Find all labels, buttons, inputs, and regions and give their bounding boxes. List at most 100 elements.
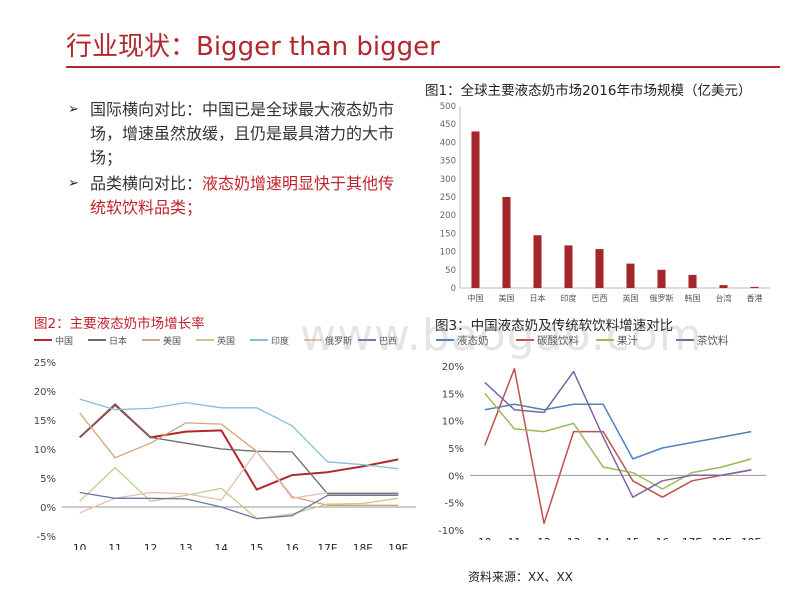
x-tick-label: 15 [626,537,639,540]
legend-label: 茶饮料 [697,334,729,347]
x-tick-label: 韩国 [685,293,701,303]
bar [502,197,511,288]
x-tick-label: 巴西 [592,294,608,303]
y-tick-label: 25% [34,358,56,369]
y-tick-label: 10% [442,417,464,428]
y-tick-label: 300 [440,175,456,185]
figure1-caption: 图1：全球主要液态奶市场2016年市场规模（亿美元） [425,83,752,99]
arrow-bullet-icon: ➢ [68,102,79,117]
x-tick-label: 英国 [623,293,639,303]
bar [750,286,759,288]
y-tick-label: 100 [440,248,456,258]
legend-label: 中国 [55,335,73,347]
bar [471,131,480,288]
series-line [484,392,752,490]
y-tick-label: 250 [440,193,456,203]
x-tick-label: 10 [478,537,491,540]
y-tick-label: 20% [34,387,56,398]
slide-title: 行业现状：Bigger than bigger [66,32,440,62]
x-tick-label: 12 [144,543,157,550]
y-tick-label: 20% [442,362,464,373]
series-line [484,367,752,525]
bullet-list: ➢ 国际横向对比：中国已是全球最大液态奶市场，增速虽然放缓，且仍是最具潜力的大市… [68,98,408,222]
y-tick-label: -5% [445,499,464,510]
category-growth-line-chart: -10% -5% 0% 5% 10% 15% 20% 10 11 12 13 14 15 16 17E 18E… [436,334,766,540]
series-line [79,450,399,514]
bar [564,245,573,288]
x-tick-label: 俄罗斯 [650,293,674,303]
y-tick-label: 150 [440,229,456,239]
bar [533,235,542,288]
bar [719,285,728,288]
series-line [484,370,752,498]
legend-label: 液态奶 [457,334,489,347]
legend-label: 俄罗斯 [325,335,352,347]
bar [595,249,604,288]
x-tick-label: 14 [597,537,611,540]
bullet-item: ➢ 国际横向对比：中国已是全球最大液态奶市场，增速虽然放缓，且仍是最具潜力的大市… [68,98,408,170]
bar [626,263,635,288]
title-divider [66,66,780,68]
series-line [79,412,399,506]
x-tick-label: 18E [353,543,373,550]
bullet-item: ➢ 品类横向对比：液态奶增速明显快于其他传统软饮料品类； [68,172,408,220]
x-tick-label: 18E [712,537,732,540]
y-tick-label: 15% [442,389,464,400]
series-line [79,398,399,470]
y-tick-label: 450 [440,120,456,130]
legend-label: 巴西 [379,336,397,347]
x-tick-label: 11 [108,543,121,550]
market-size-bar-chart: 0 50 100 150 200 250 300 350 400 450 500 中国 美国 日本 印度 巴西… [440,102,770,303]
x-tick-label: 16 [656,537,670,540]
x-tick-label: 12 [537,537,550,540]
legend-label: 果汁 [617,334,638,347]
x-tick-label: 台湾 [716,293,732,303]
y-tick-label: 10% [34,445,56,456]
x-tick-label: 13 [179,543,192,550]
series-line [79,403,399,491]
legend-label: 美国 [163,335,181,347]
series-line [79,466,399,520]
bullet-text: 国际横向对比：中国已是全球最大液态奶市场，增速虽然放缓，且仍是最具潜力的大市场； [90,100,395,167]
watermark-text: www.baogao.com [300,310,703,361]
y-tick-label: 0% [40,503,56,514]
figure2-caption: 图2：主要液态奶市场增长率 [34,316,205,332]
bullet-text: 品类横向对比： [90,174,203,193]
x-tick-label: 美国 [499,293,515,303]
x-tick-label: 19E [388,543,408,550]
legend-label: 英国 [217,335,235,347]
legend-label: 印度 [271,335,289,347]
series-line [79,491,399,520]
y-tick-label: 50 [445,266,456,276]
x-tick-label: 香港 [747,293,763,303]
y-tick-label: 5% [448,444,464,455]
y-tick-label: 15% [34,416,56,427]
y-tick-label: 400 [440,138,456,148]
x-tick-label: 11 [508,537,521,540]
legend-label: 日本 [109,335,127,347]
y-tick-label: 5% [40,474,56,485]
y-tick-label: 0 [451,284,456,294]
x-tick-label: 13 [567,537,580,540]
bar [688,274,697,288]
x-tick-label: 17E [682,537,702,540]
y-tick-label: 500 [440,102,456,112]
x-tick-label: 14 [215,543,229,550]
bar [657,269,666,288]
y-tick-label: 0% [448,471,464,482]
y-tick-label: 350 [440,157,456,167]
x-tick-label: 日本 [530,293,546,303]
x-tick-label: 印度 [561,293,577,303]
y-tick-label: -10% [438,526,464,537]
series-line [484,403,752,460]
arrow-bullet-icon: ➢ [68,176,79,191]
series-line [79,403,399,495]
x-tick-label: 15 [250,543,263,550]
y-tick-label: 200 [440,211,456,221]
legend-label: 碳酸饮料 [537,334,579,347]
source-note: 资料来源：XX、XX [468,570,573,584]
market-growth-line-chart: -5% 0% 5% 10% 15% 20% 25% 10 11 12 13 14 15 16 17E 18E 1… [34,335,416,550]
y-tick-label: -5% [37,532,56,543]
figure3-caption: 图3：中国液态奶及传统软饮料增速对比 [435,318,674,334]
x-tick-label: 10 [73,543,86,550]
